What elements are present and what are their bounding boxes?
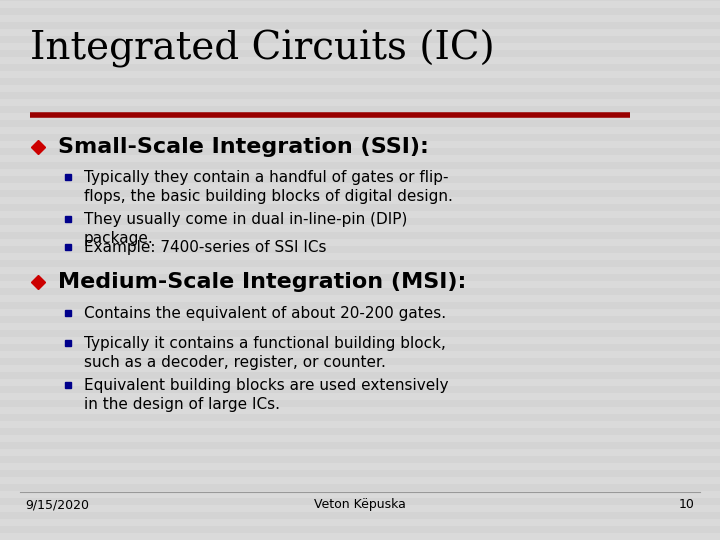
Bar	[0, 372, 720, 379]
Bar	[0, 225, 720, 232]
Bar	[0, 141, 720, 148]
Bar	[0, 330, 720, 337]
Bar	[0, 267, 720, 274]
Bar	[0, 148, 720, 155]
Bar	[0, 169, 720, 176]
Bar	[0, 78, 720, 85]
Bar	[0, 512, 720, 519]
Bar	[0, 22, 720, 29]
Bar	[0, 50, 720, 57]
Text: Example: 7400-series of SSI ICs: Example: 7400-series of SSI ICs	[84, 240, 326, 255]
Bar	[0, 92, 720, 99]
Bar	[0, 526, 720, 533]
Bar	[0, 190, 720, 197]
Bar	[0, 197, 720, 204]
Bar	[0, 351, 720, 358]
Bar	[0, 106, 720, 113]
Bar	[0, 533, 720, 540]
Text: 9/15/2020: 9/15/2020	[25, 498, 89, 511]
Bar	[0, 57, 720, 64]
Bar	[0, 463, 720, 470]
Text: Medium-Scale Integration (MSI):: Medium-Scale Integration (MSI):	[58, 272, 467, 292]
Text: Contains the equivalent of about 20-200 gates.: Contains the equivalent of about 20-200 …	[84, 306, 446, 321]
Bar	[0, 36, 720, 43]
Bar	[0, 85, 720, 92]
Bar	[0, 15, 720, 22]
Bar	[0, 393, 720, 400]
Bar	[0, 43, 720, 50]
Bar	[0, 400, 720, 407]
Bar	[0, 379, 720, 386]
Bar	[0, 246, 720, 253]
Bar	[0, 211, 720, 218]
Bar	[0, 288, 720, 295]
Bar	[0, 414, 720, 421]
Bar	[0, 260, 720, 267]
Bar	[0, 337, 720, 344]
Bar	[0, 344, 720, 351]
Bar	[0, 449, 720, 456]
Bar	[0, 218, 720, 225]
Bar	[0, 365, 720, 372]
Bar	[0, 498, 720, 505]
Bar	[0, 274, 720, 281]
Text: Integrated Circuits (IC): Integrated Circuits (IC)	[30, 30, 495, 69]
Bar	[0, 484, 720, 491]
Bar	[0, 428, 720, 435]
Bar	[0, 120, 720, 127]
Text: 10: 10	[679, 498, 695, 511]
Bar	[0, 491, 720, 498]
Bar	[0, 204, 720, 211]
Bar	[0, 99, 720, 106]
Bar	[0, 134, 720, 141]
Bar	[0, 386, 720, 393]
Bar	[0, 295, 720, 302]
Bar	[0, 281, 720, 288]
Bar	[0, 302, 720, 309]
Bar	[0, 421, 720, 428]
Text: Veton Këpuska: Veton Këpuska	[314, 498, 406, 511]
Bar	[0, 316, 720, 323]
Text: They usually come in dual in-line-pin (DIP)
package.: They usually come in dual in-line-pin (D…	[84, 212, 408, 246]
Bar	[0, 8, 720, 15]
Bar	[0, 64, 720, 71]
Bar	[0, 127, 720, 134]
Bar	[0, 407, 720, 414]
Bar	[0, 71, 720, 78]
Bar	[0, 442, 720, 449]
Bar	[0, 358, 720, 365]
Text: Typically it contains a functional building block,
such as a decoder, register, : Typically it contains a functional build…	[84, 336, 446, 369]
Bar	[0, 435, 720, 442]
Bar	[0, 309, 720, 316]
Bar	[0, 505, 720, 512]
Bar	[0, 162, 720, 169]
Bar	[0, 1, 720, 8]
Bar	[0, 477, 720, 484]
Bar	[0, 232, 720, 239]
Bar	[0, 519, 720, 526]
Bar	[0, 155, 720, 162]
Bar	[0, 113, 720, 120]
Bar	[0, 0, 720, 1]
Bar	[0, 183, 720, 190]
Bar	[0, 470, 720, 477]
Text: Equivalent building blocks are used extensively
in the design of large ICs.: Equivalent building blocks are used exte…	[84, 378, 449, 411]
Bar	[0, 253, 720, 260]
Bar	[0, 323, 720, 330]
Text: Typically they contain a handful of gates or flip-
flops, the basic building blo: Typically they contain a handful of gate…	[84, 170, 453, 204]
Bar	[0, 239, 720, 246]
Text: Small-Scale Integration (SSI):: Small-Scale Integration (SSI):	[58, 137, 429, 157]
Bar	[0, 456, 720, 463]
Bar	[0, 29, 720, 36]
Bar	[0, 176, 720, 183]
